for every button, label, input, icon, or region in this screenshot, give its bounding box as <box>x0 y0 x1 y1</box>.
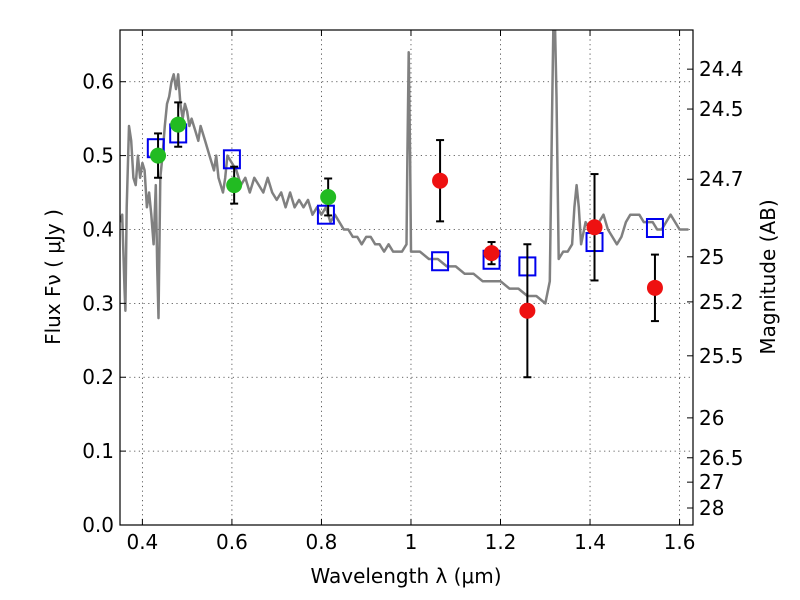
red-data-point <box>586 219 603 236</box>
spectrum-layer <box>120 30 689 320</box>
green-data-point <box>150 147 167 164</box>
y-axis-label: Flux Fν ( μJy ) <box>41 209 65 345</box>
model-square <box>222 149 241 170</box>
model-squares-layer <box>146 123 664 277</box>
right-tick-label: 26 <box>699 406 724 430</box>
right-tick-label: 26.5 <box>699 446 744 470</box>
model-square <box>316 204 335 225</box>
x-tick-label: 0.6 <box>216 530 248 554</box>
red-data-point <box>646 279 663 296</box>
y-tick-label: 0.1 <box>82 439 114 463</box>
right-tick-label: 25.2 <box>699 290 744 314</box>
x-tick-label: 1.6 <box>664 530 696 554</box>
red-data-point <box>519 302 536 319</box>
y-tick-label: 0.0 <box>82 513 114 537</box>
x-tick-label: 0.4 <box>126 530 158 554</box>
data-points-layer <box>150 116 663 319</box>
right-tick-label: 24.7 <box>699 167 744 191</box>
right-axis-label: Magnitude (AB) <box>756 199 780 354</box>
right-tick-label: 28 <box>699 496 724 520</box>
red-data-point <box>432 172 449 189</box>
grid-layer <box>120 30 693 526</box>
right-tick-label: 25.5 <box>699 344 744 368</box>
right-tick-label: 24.4 <box>699 57 744 81</box>
model-square <box>645 218 664 238</box>
x-tick-label: 0.8 <box>306 530 338 554</box>
green-data-point <box>320 188 337 205</box>
y-tick-label: 0.6 <box>82 70 114 94</box>
right-tick-label: 24.5 <box>699 97 744 121</box>
tick-layer: 0.4 0.6 0.8 1 1.2 1.4 1.6 0.0 0.1 0.2 0.3 0.4 0.5 0.6… <box>82 30 744 554</box>
y-tick-label: 0.3 <box>82 291 114 315</box>
model-square <box>431 251 450 272</box>
green-data-point <box>170 116 187 133</box>
spectrum-line <box>120 30 689 320</box>
plot-frame <box>119 29 694 526</box>
y-tick-label: 0.2 <box>82 365 114 389</box>
red-data-point <box>483 245 500 262</box>
x-tick-label: 1.2 <box>485 530 517 554</box>
x-tick-label: 1.4 <box>574 530 606 554</box>
right-tick-label: 25 <box>699 245 724 269</box>
right-tick-label: 27 <box>699 470 724 494</box>
y-tick-label: 0.5 <box>82 144 114 168</box>
green-data-point <box>226 177 243 194</box>
y-tick-label: 0.4 <box>82 217 114 241</box>
x-axis-label: Wavelength λ (μm) <box>310 564 501 588</box>
plot-area <box>120 30 689 379</box>
x-tick-label: 1 <box>405 530 418 554</box>
